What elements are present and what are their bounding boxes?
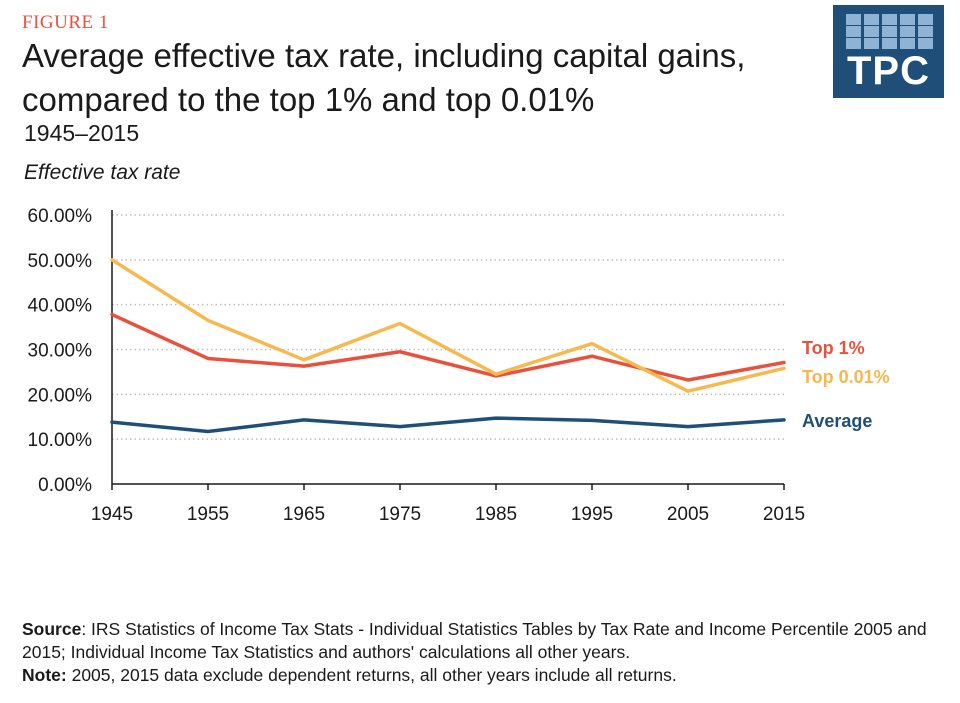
y-tick-label: 60.00% — [28, 206, 93, 227]
source-notes: Source: IRS Statistics of Income Tax Sta… — [22, 618, 942, 687]
x-tick-label: 1995 — [571, 504, 613, 525]
chart-subtitle: 1945–2015 — [24, 120, 140, 146]
x-tick-label: 1975 — [379, 504, 421, 525]
series-line — [110, 258, 786, 393]
series-line — [110, 312, 786, 382]
chart-title: Average effective tax rate, including ca… — [22, 37, 746, 118]
note-text: 2005, 2015 data exclude dependent return… — [66, 665, 677, 685]
tpc-logo: TPC — [833, 5, 944, 98]
source-text: : IRS Statistics of Income Tax Stats - I… — [22, 619, 927, 662]
axes: 0.00% 10.00% 20.00% 30.00% 40.00% 50.00% 60.00… — [28, 206, 806, 525]
x-tick-label: 1955 — [187, 504, 229, 525]
logo-square — [900, 14, 915, 25]
line-chart: 0.00% 10.00% 20.00% 30.00% 40.00% 50.00% 60.00… — [28, 206, 890, 525]
logo-square — [882, 26, 897, 37]
series-labels: Top 1% Top 0.01% Average — [802, 338, 890, 431]
logo-square — [882, 38, 897, 49]
logo-square — [918, 38, 933, 49]
y-tick-label: 10.00% — [28, 430, 93, 451]
logo-square — [900, 26, 915, 37]
series-lines — [110, 258, 786, 434]
x-tick-label: 1985 — [475, 504, 517, 525]
logo-square — [864, 38, 879, 49]
source-line: Source: IRS Statistics of Income Tax Sta… — [22, 618, 942, 664]
note-label: Note: — [22, 665, 67, 685]
logo-square — [864, 26, 879, 37]
series-label: Top 0.01% — [802, 367, 890, 387]
series-line — [110, 416, 786, 434]
logo-square — [846, 14, 861, 25]
logo-square — [846, 38, 861, 49]
gridlines — [112, 214, 784, 440]
y-tick-label: 0.00% — [38, 475, 92, 496]
series-label: Top 1% — [802, 338, 865, 358]
logo-square — [918, 14, 933, 25]
logo-square — [846, 26, 861, 37]
x-tick-label: 2015 — [763, 504, 805, 525]
x-tick-label: 2005 — [667, 504, 709, 525]
logo-square — [882, 14, 897, 25]
logo-square — [900, 38, 915, 49]
x-tick-label: 1965 — [283, 504, 325, 525]
logo-square — [918, 26, 933, 37]
logo-square — [864, 14, 879, 25]
y-axis-label: Effective tax rate — [24, 161, 181, 184]
y-tick-label: 30.00% — [28, 341, 93, 362]
figure-label: FIGURE 1 — [22, 12, 109, 33]
logo-text: TPC — [847, 49, 930, 93]
series-label: Average — [802, 411, 872, 431]
source-label: Source — [22, 619, 82, 639]
y-tick-label: 20.00% — [28, 385, 93, 406]
y-tick-label: 50.00% — [28, 251, 93, 272]
x-tick-label: 1945 — [91, 504, 133, 525]
note-line: Note: 2005, 2015 data exclude dependent … — [22, 664, 942, 687]
y-tick-label: 40.00% — [28, 296, 93, 317]
